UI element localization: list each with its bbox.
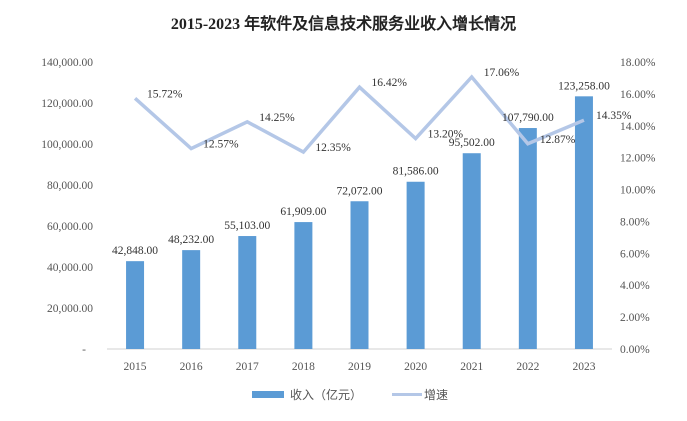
line-data-label: 13.20% bbox=[428, 129, 464, 141]
bar-data-label: 72,072.00 bbox=[337, 185, 383, 197]
bar bbox=[238, 236, 257, 349]
line-data-label: 15.72% bbox=[147, 88, 183, 100]
bar-data-label: 107,790.00 bbox=[502, 112, 554, 124]
bar-data-label: 95,502.00 bbox=[449, 137, 495, 149]
line-data-label: 17.06% bbox=[484, 67, 520, 79]
y-right-tick-label: 8.00% bbox=[620, 216, 650, 228]
bar bbox=[518, 128, 537, 349]
y-right-tick-label: 14.00% bbox=[620, 121, 656, 133]
line-data-label: 16.42% bbox=[372, 77, 408, 89]
x-tick-label: 2016 bbox=[180, 361, 203, 373]
legend-swatch-bar bbox=[252, 391, 284, 398]
bar-data-label: 123,258.00 bbox=[558, 80, 610, 92]
legend-label-bar: 收入（亿元） bbox=[290, 387, 362, 402]
growth-line bbox=[133, 74, 585, 155]
bar-data-label: 48,232.00 bbox=[168, 234, 214, 246]
y-left-tick-label: 20,000.00 bbox=[47, 303, 93, 315]
bar-data-label: 61,909.00 bbox=[280, 206, 326, 218]
bar bbox=[126, 261, 145, 349]
x-tick-label: 2018 bbox=[292, 361, 315, 373]
line-data-label: 12.87% bbox=[540, 134, 576, 146]
y-right-tick-label: 6.00% bbox=[620, 248, 650, 260]
y-right-tick-label: 16.00% bbox=[620, 89, 656, 101]
bar bbox=[182, 250, 201, 349]
y-right-tick-label: 4.00% bbox=[620, 280, 650, 292]
y-left-tick-label: 140,000.00 bbox=[41, 57, 93, 69]
y-left-tick-label: 120,000.00 bbox=[41, 98, 93, 110]
y-left-tick-label: 100,000.00 bbox=[41, 139, 93, 151]
bar-data-label: 55,103.00 bbox=[224, 220, 270, 232]
bar bbox=[462, 153, 481, 349]
y-right-tick-label: 0.00% bbox=[620, 344, 650, 356]
y-right-tick-label: 12.00% bbox=[620, 153, 656, 165]
y-left-tick-label: 80,000.00 bbox=[47, 180, 93, 192]
x-tick-label: 2017 bbox=[236, 361, 259, 373]
legend-label-line: 增速 bbox=[424, 388, 448, 402]
x-tick-label: 2021 bbox=[460, 361, 483, 373]
line-data-label: 12.57% bbox=[203, 139, 239, 151]
y-right-tick-label: 2.00% bbox=[620, 312, 650, 324]
line-data-label: 12.35% bbox=[315, 142, 351, 154]
y-right-tick-label: 10.00% bbox=[620, 185, 656, 197]
x-tick-label: 2015 bbox=[124, 361, 147, 373]
x-tick-label: 2022 bbox=[516, 361, 539, 373]
bar bbox=[350, 201, 369, 349]
x-tick-label: 2023 bbox=[572, 361, 595, 373]
y-left-tick-label: - bbox=[82, 344, 86, 356]
bar-data-label: 81,586.00 bbox=[393, 166, 439, 178]
line-data-label: 14.25% bbox=[259, 112, 295, 124]
bar bbox=[294, 222, 313, 349]
y-right-tick-label: 18.00% bbox=[620, 57, 656, 69]
bar bbox=[574, 96, 593, 349]
line-data-label: 14.35% bbox=[596, 110, 632, 122]
x-tick-label: 2020 bbox=[404, 361, 427, 373]
bar bbox=[406, 181, 425, 349]
y-left-tick-label: 60,000.00 bbox=[47, 221, 93, 233]
chart-title: 2015-2023 年软件及信息技术服务业收入增长情况 bbox=[170, 16, 517, 33]
y-left-tick-label: 40,000.00 bbox=[47, 262, 93, 274]
x-tick-label: 2019 bbox=[348, 361, 371, 373]
bar-data-label: 42,848.00 bbox=[112, 245, 158, 257]
